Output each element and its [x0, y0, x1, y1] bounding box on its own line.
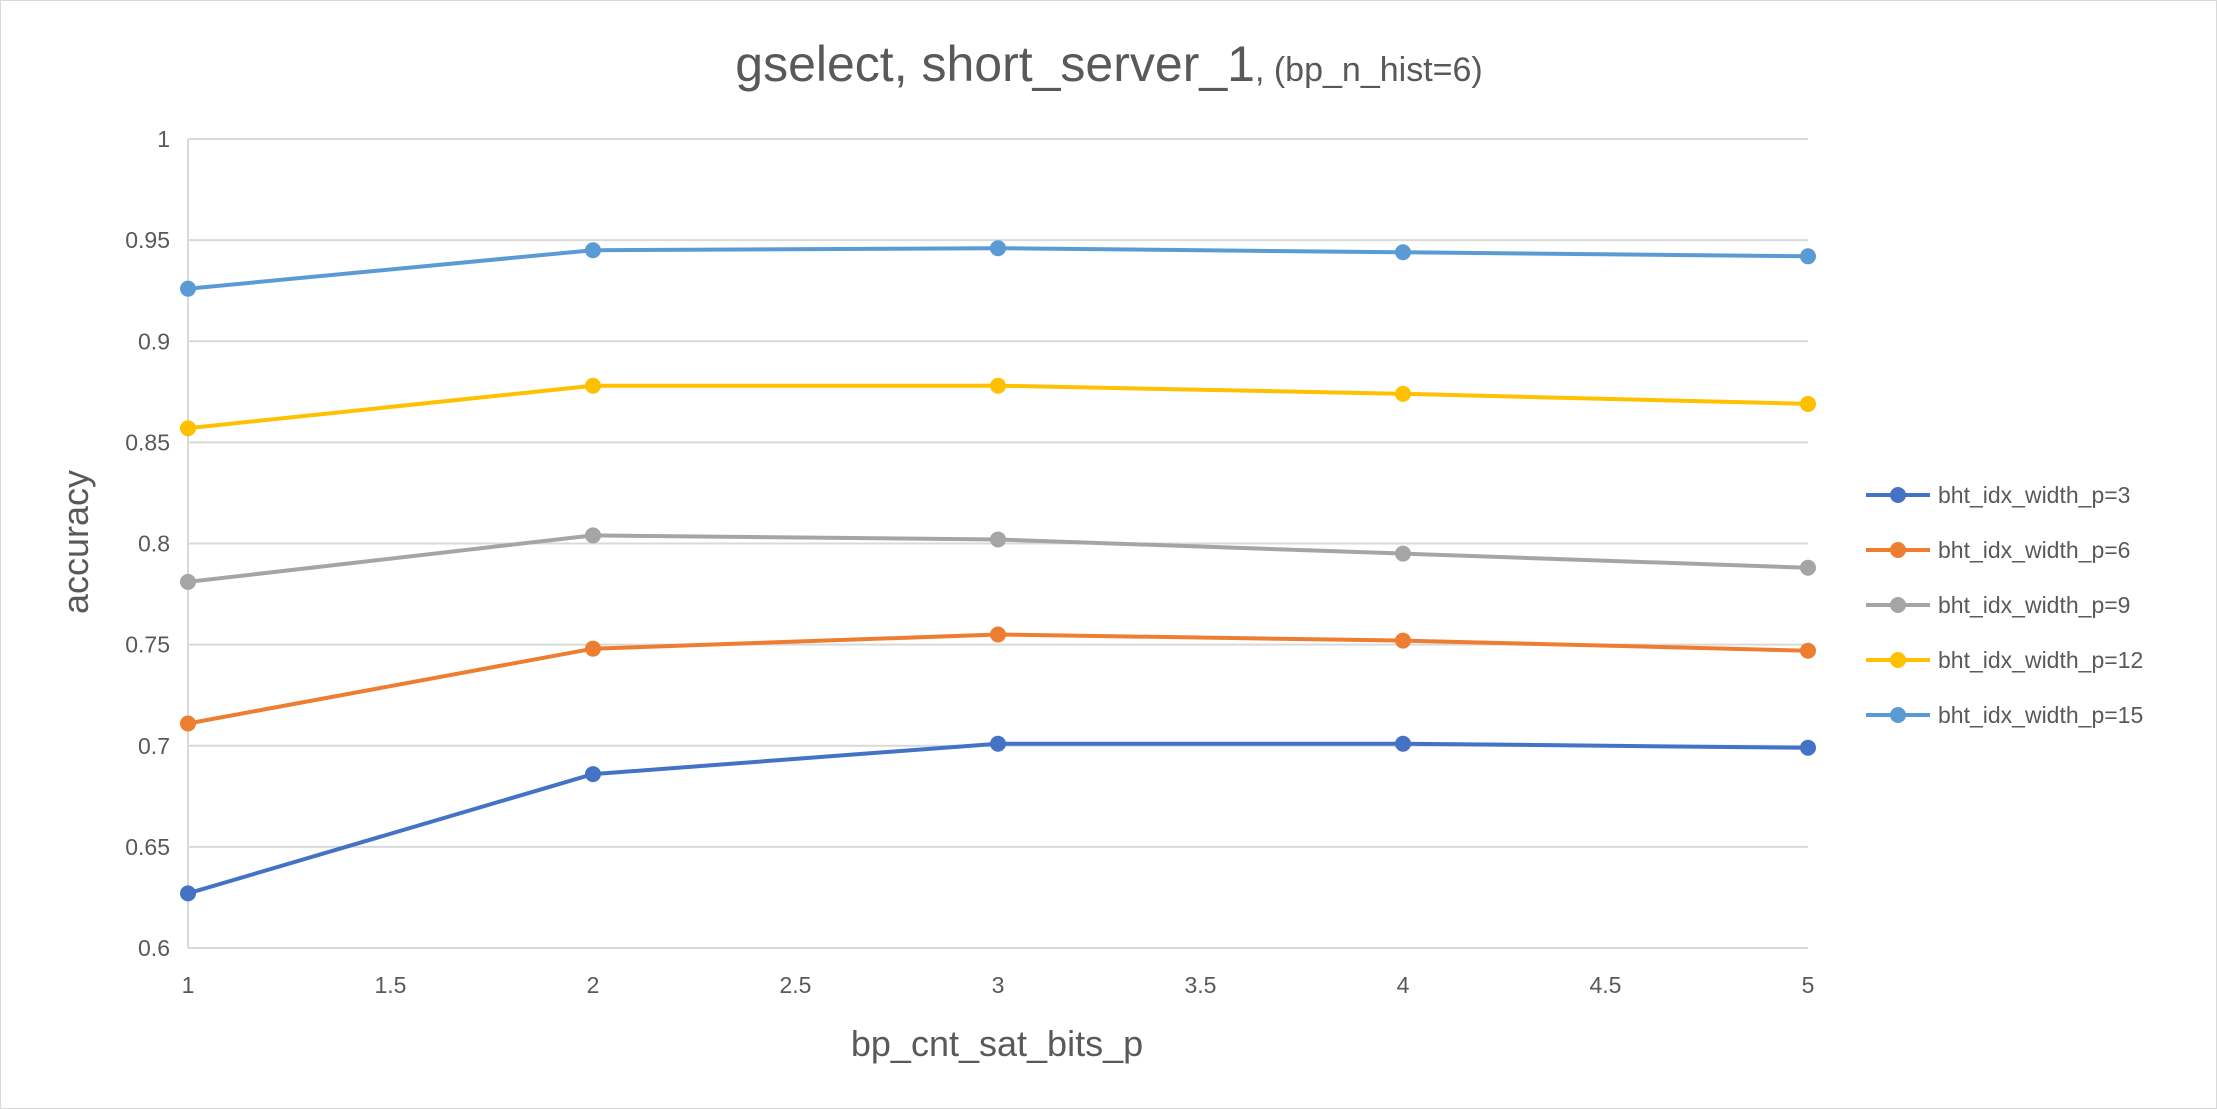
- legend-label: bht_idx_width_p=15: [1938, 702, 2143, 728]
- x-tick-label: 1: [182, 972, 195, 998]
- data-point: [180, 420, 196, 437]
- legend-marker: [1890, 542, 1906, 558]
- x-tick-label: 2: [587, 972, 600, 998]
- y-tick-label: 0.65: [125, 834, 170, 860]
- data-point: [180, 715, 196, 732]
- y-axis-title: accuracy: [55, 470, 96, 614]
- legend-marker: [1890, 597, 1906, 613]
- data-point: [1800, 559, 1816, 576]
- legend-marker: [1890, 652, 1906, 668]
- legend-item: bht_idx_width_p=15: [1866, 702, 2143, 728]
- data-point: [1395, 244, 1411, 261]
- data-point: [990, 377, 1006, 394]
- series-points: [180, 240, 1816, 902]
- y-axis-ticks: 0.6 0.65 0.7 0.75 0.8 0.85 0.9 0.95 1: [125, 126, 170, 961]
- data-point: [1800, 248, 1816, 265]
- data-point: [1800, 739, 1816, 756]
- data-point: [990, 626, 1006, 643]
- legend-marker: [1890, 487, 1906, 503]
- data-point: [585, 527, 601, 544]
- data-point: [180, 885, 196, 902]
- legend-label: bht_idx_width_p=3: [1938, 482, 2130, 508]
- x-axis-title: bp_cnt_sat_bits_p: [851, 1023, 1143, 1064]
- data-point: [180, 573, 196, 590]
- y-tick-label: 0.6: [138, 935, 170, 961]
- legend: bht_idx_width_p=3 bht_idx_width_p=6 bht_id…: [1866, 482, 2143, 728]
- x-tick-label: 3.5: [1185, 972, 1217, 998]
- data-point: [1395, 735, 1411, 752]
- x-axis-ticks: 1 1.5 2 2.5 3 3.5 4 4.5 5: [182, 972, 1815, 998]
- data-point: [1800, 395, 1816, 412]
- data-point: [585, 766, 601, 783]
- x-tick-label: 4.5: [1590, 972, 1622, 998]
- data-point: [1395, 545, 1411, 562]
- y-tick-label: 0.7: [138, 733, 170, 759]
- data-point: [1395, 632, 1411, 649]
- y-tick-label: 0.85: [125, 429, 170, 455]
- data-point: [990, 531, 1006, 548]
- y-tick-label: 1: [157, 126, 170, 152]
- y-tick-label: 0.75: [125, 632, 170, 658]
- data-point: [180, 280, 196, 297]
- legend-marker: [1890, 707, 1906, 723]
- data-point: [585, 377, 601, 394]
- x-tick-label: 1.5: [375, 972, 407, 998]
- legend-label: bht_idx_width_p=12: [1938, 647, 2143, 673]
- series-lines: [187, 246, 1809, 896]
- chart-title-subtitle: , (bp_n_hist=6): [1255, 51, 1483, 89]
- series-line: [187, 632, 1809, 726]
- legend-item: bht_idx_width_p=9: [1866, 592, 2130, 618]
- x-tick-label: 4: [1397, 972, 1410, 998]
- x-tick-label: 2.5: [780, 972, 812, 998]
- chart-title: gselect, short_server_1, (bp_n_hist=6): [735, 36, 1482, 92]
- chart-title-main: gselect, short_server_1: [735, 36, 1255, 92]
- data-point: [990, 735, 1006, 752]
- legend-item: bht_idx_width_p=3: [1866, 482, 2130, 508]
- series-line: [187, 741, 1809, 896]
- legend-item: bht_idx_width_p=6: [1866, 537, 2130, 563]
- legend-label: bht_idx_width_p=6: [1938, 537, 2130, 563]
- y-tick-label: 0.8: [138, 531, 170, 557]
- x-tick-label: 3: [992, 972, 1005, 998]
- data-point: [585, 242, 601, 259]
- legend-label: bht_idx_width_p=9: [1938, 592, 2130, 618]
- y-tick-label: 0.95: [125, 227, 170, 253]
- data-point: [990, 240, 1006, 257]
- legend-item: bht_idx_width_p=12: [1866, 647, 2143, 673]
- x-tick-label: 5: [1802, 972, 1815, 998]
- data-point: [585, 640, 601, 657]
- data-point: [1395, 385, 1411, 402]
- y-tick-label: 0.9: [138, 328, 170, 354]
- data-point: [1800, 642, 1816, 659]
